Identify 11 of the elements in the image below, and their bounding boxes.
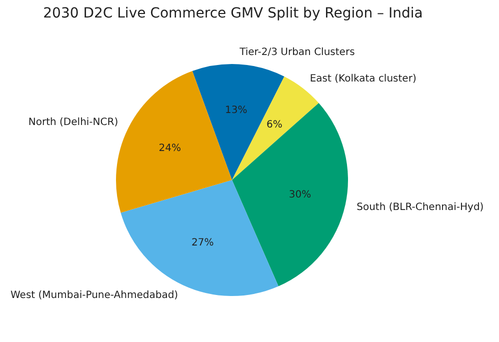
data-label: 30% bbox=[288, 190, 312, 201]
data-label: 27% bbox=[191, 238, 214, 249]
slice-label: North (Delhi-NCR) bbox=[28, 117, 118, 128]
slice-label: Tier-2/3 Urban Clusters bbox=[238, 47, 355, 58]
chart-title: 2030 D2C Live Commerce GMV Split by Region – India bbox=[43, 6, 423, 22]
data-label: 6% bbox=[266, 119, 282, 130]
slice-label: West (Mumbai-Pune-Ahmedabad) bbox=[10, 290, 178, 302]
data-label: 24% bbox=[158, 143, 181, 154]
slice-label: East (Kolkata cluster) bbox=[310, 74, 416, 84]
data-label: 13% bbox=[225, 105, 248, 116]
slice-label: South (BLR-Chennai-Hyd) bbox=[356, 202, 484, 213]
